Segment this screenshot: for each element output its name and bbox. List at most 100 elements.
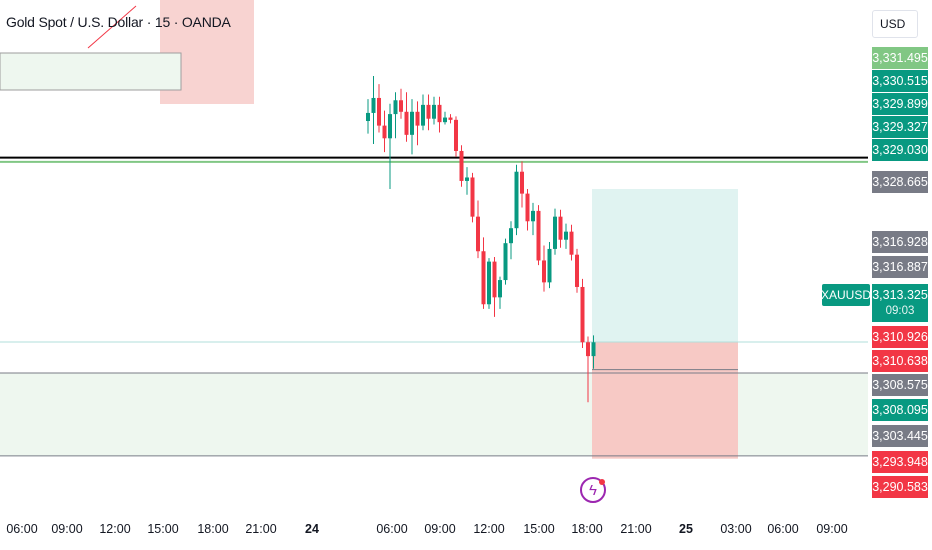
price-axis-label: 3,316.928 — [872, 231, 928, 253]
lightning-icon[interactable]: ϟ — [580, 477, 606, 503]
notification-dot — [599, 479, 605, 485]
candle — [558, 209, 563, 248]
price-axis-label: 3,316.887 — [872, 256, 928, 278]
symbol-tag: XAUUSD — [821, 284, 871, 306]
candle — [382, 110, 387, 153]
candle — [509, 221, 513, 260]
time-axis-label: 09:00 — [816, 522, 848, 536]
price-axis-label: 3,310.638 — [872, 350, 928, 372]
candle-body — [377, 97, 381, 126]
candle-body — [481, 251, 486, 305]
position-target-zone[interactable] — [592, 189, 738, 343]
candle-body — [393, 100, 398, 115]
candle-body — [498, 280, 502, 298]
candle-body — [426, 104, 431, 119]
candle — [575, 248, 579, 293]
price-axis-label: 3,329.030 — [872, 139, 928, 161]
candle — [470, 172, 475, 223]
price-axis-label: 3,329.899 — [872, 93, 928, 115]
price-axis-label: 3,303.445 — [872, 425, 928, 447]
time-axis-label: 18:00 — [571, 522, 603, 536]
candle — [520, 161, 524, 208]
candle-body — [492, 261, 497, 298]
candle-body — [564, 231, 568, 240]
candle — [459, 145, 464, 187]
candle-body — [470, 177, 475, 217]
candle — [492, 257, 497, 317]
price-axis-label: 3,308.095 — [872, 399, 928, 421]
candle — [498, 276, 502, 309]
candle — [465, 167, 469, 195]
time-axis-label: 12:00 — [99, 522, 131, 536]
candle — [443, 111, 447, 125]
candle-body — [520, 171, 524, 194]
candle-body — [459, 150, 464, 181]
candle — [399, 88, 403, 119]
price-axis-label: 3,310.926 — [872, 326, 928, 348]
candle — [388, 103, 392, 190]
candle-body — [509, 228, 513, 244]
candle-body — [536, 210, 541, 261]
candle — [454, 116, 458, 157]
candle — [586, 336, 590, 403]
candle — [426, 94, 431, 131]
price-axis-label: 3,293.948 — [872, 451, 928, 473]
time-axis-label: 18:00 — [197, 522, 229, 536]
candle — [410, 99, 414, 155]
time-axis-label: 03:00 — [720, 522, 752, 536]
price-axis-label: 3,331.495 — [872, 47, 928, 69]
candle-body — [503, 243, 508, 281]
candle — [564, 223, 568, 249]
time-axis-label: 06:00 — [376, 522, 408, 536]
candle — [371, 76, 376, 145]
time-axis-label: 15:00 — [523, 522, 555, 536]
candle — [421, 94, 425, 131]
candle — [487, 258, 491, 309]
candle-body — [443, 117, 447, 123]
candle-body — [558, 216, 563, 240]
candle — [432, 96, 436, 125]
candle-body — [366, 112, 370, 122]
time-axis-label: 21:00 — [620, 522, 652, 536]
demand-zone-upper[interactable] — [0, 52, 182, 91]
candle-body — [388, 114, 392, 139]
last-price-label: 3,313.325 09:03 — [872, 284, 928, 322]
candle — [542, 245, 546, 292]
currency-selector[interactable]: USD — [872, 10, 918, 38]
candle — [404, 92, 409, 142]
candle-body — [547, 248, 552, 283]
candle-body — [525, 193, 530, 222]
time-axis-label: 21:00 — [245, 522, 277, 536]
trend-line[interactable] — [87, 5, 137, 49]
bar-countdown: 09:03 — [885, 305, 915, 317]
candle — [393, 92, 398, 139]
candle-body — [569, 231, 574, 255]
price-axis-label: 3,329.327 — [872, 116, 928, 138]
candle-body — [448, 117, 453, 120]
candle-body — [415, 111, 420, 126]
candle — [366, 99, 370, 134]
candle-body — [476, 216, 480, 252]
time-axis-label: 24 — [305, 522, 319, 536]
candle-body — [404, 111, 409, 135]
candle — [503, 238, 508, 285]
candle-body — [399, 100, 403, 112]
time-axis-label: 06:00 — [767, 522, 799, 536]
candle — [377, 84, 381, 133]
candle-body — [437, 104, 442, 123]
candle — [591, 335, 596, 369]
candle-body — [531, 210, 535, 222]
candle — [448, 114, 453, 124]
candle-body — [542, 260, 546, 283]
position-stop-zone[interactable] — [592, 342, 738, 459]
candle — [531, 202, 535, 236]
candle-body — [371, 97, 376, 113]
candle-body — [465, 177, 469, 181]
chart-title: Gold Spot / U.S. Dollar · 15 · OANDA — [6, 14, 231, 30]
candle-body — [410, 111, 414, 135]
candle — [481, 237, 486, 309]
time-axis-label: 12:00 — [473, 522, 505, 536]
candle — [476, 200, 480, 259]
candle — [437, 96, 442, 133]
